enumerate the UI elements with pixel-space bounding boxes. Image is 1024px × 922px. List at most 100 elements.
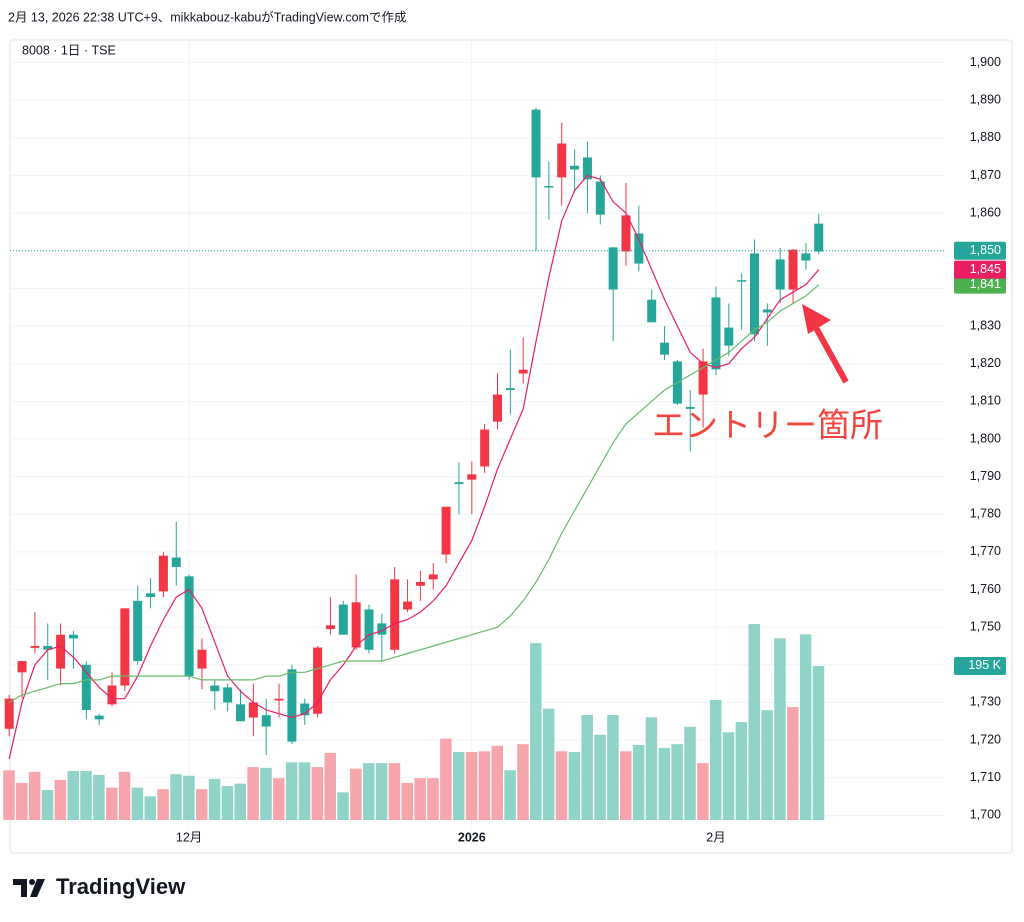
volume-bar — [93, 774, 105, 820]
candle-body — [94, 715, 104, 720]
logo-icon — [13, 879, 45, 897]
candle-body — [582, 157, 592, 180]
volume-bar — [620, 751, 632, 820]
x-tick-label: 12月 — [176, 830, 202, 844]
volume-bar — [491, 745, 503, 820]
candle-body — [274, 698, 284, 701]
price-label: 1,841 — [970, 277, 1001, 291]
y-tick-label: 1,880 — [970, 130, 1001, 144]
volume-bar — [530, 643, 542, 820]
candle-body — [223, 687, 233, 703]
volume-bar — [594, 734, 606, 820]
volume-bar — [735, 722, 748, 820]
volume-bar — [697, 763, 709, 820]
candle-body — [531, 109, 541, 178]
candle-body — [325, 625, 335, 630]
y-tick-label: 1,820 — [970, 356, 1001, 370]
candle-body — [685, 406, 695, 409]
volume-bar — [607, 714, 619, 820]
candle-body — [750, 253, 759, 335]
y-tick-label: 1,780 — [970, 507, 1001, 521]
volume-pane — [3, 624, 825, 820]
volume-bar — [632, 744, 645, 820]
candle-body — [351, 602, 361, 648]
candle-body — [390, 579, 400, 650]
moving-average — [8, 174, 820, 760]
candle-body — [197, 649, 207, 669]
volume-bar — [555, 751, 568, 820]
moving-average — [8, 284, 820, 703]
x-tick-label: 2026 — [458, 830, 486, 844]
candle-body — [557, 143, 567, 178]
candle-body — [403, 601, 413, 610]
candle-body — [300, 703, 310, 716]
volume-bar — [131, 787, 144, 820]
candle-body — [261, 715, 271, 727]
price-label-box — [954, 275, 1006, 294]
volume-bar — [722, 732, 735, 820]
volume-bar — [709, 699, 722, 820]
volume-bar — [414, 778, 426, 820]
volume-bar — [774, 638, 786, 820]
volume-bar — [504, 770, 516, 820]
price-label: 1,845 — [970, 262, 1001, 276]
candle-body — [493, 394, 502, 422]
y-tick-label: 1,710 — [970, 770, 1001, 784]
volume-bar — [658, 748, 671, 820]
candle-body — [171, 557, 181, 567]
volume-bar — [234, 783, 246, 820]
grid — [10, 40, 945, 828]
x-tick-label: 2月 — [706, 830, 725, 844]
volume-bar — [298, 762, 311, 820]
volume-bar — [247, 767, 259, 820]
arrow-shaft — [812, 324, 849, 384]
volume-bar — [799, 634, 812, 820]
candle-body — [814, 223, 824, 252]
candle-body — [441, 506, 451, 555]
volume-bar — [106, 787, 118, 820]
candle-body — [467, 474, 477, 480]
candle-body — [210, 685, 220, 692]
y-tick-label: 1,860 — [970, 205, 1001, 219]
candle-body — [313, 647, 323, 714]
candle-body — [146, 593, 156, 598]
candle-body — [364, 609, 374, 650]
price-label: 1,850 — [970, 243, 1001, 257]
y-tick-label: 1,790 — [970, 469, 1001, 483]
candle-body — [287, 669, 297, 742]
candle-body — [236, 704, 245, 722]
candle-body — [570, 165, 580, 170]
candle-body — [158, 555, 168, 592]
candle-body — [660, 342, 670, 355]
price-label-box — [954, 241, 1006, 260]
candle-body — [595, 181, 605, 215]
volume-bar — [324, 752, 336, 820]
candle-body — [775, 259, 785, 290]
y-tick-label: 1,720 — [970, 732, 1001, 746]
candles — [4, 107, 945, 760]
chart-header: 2月 13, 2026 22:38 UTC+9、mikkabouz-kabuがT… — [8, 9, 406, 24]
candle-body — [133, 600, 143, 662]
price-label-box — [954, 260, 1006, 279]
volume-bar — [3, 770, 15, 820]
candle-body — [480, 429, 490, 467]
candle-body — [43, 645, 53, 650]
candle-body — [120, 608, 130, 686]
candle-body — [621, 215, 631, 252]
candle-body — [544, 186, 554, 188]
price-axis: 1,7001,7101,7201,7301,7401,7501,7601,770… — [176, 55, 1006, 844]
candle-body — [698, 361, 708, 395]
volume-bar — [427, 778, 439, 820]
volume-bar — [337, 792, 349, 820]
candle-body — [107, 685, 117, 705]
volume-bar — [568, 752, 581, 820]
y-tick-label: 1,750 — [970, 619, 1001, 633]
volume-bar — [440, 738, 452, 820]
candle-body — [647, 299, 657, 323]
volume-bar — [285, 762, 298, 820]
y-tick-label: 1,870 — [970, 168, 1001, 182]
candle-body — [428, 574, 438, 580]
volume-bar — [80, 771, 92, 820]
volume-bar — [671, 744, 683, 820]
candle-body — [81, 664, 91, 710]
